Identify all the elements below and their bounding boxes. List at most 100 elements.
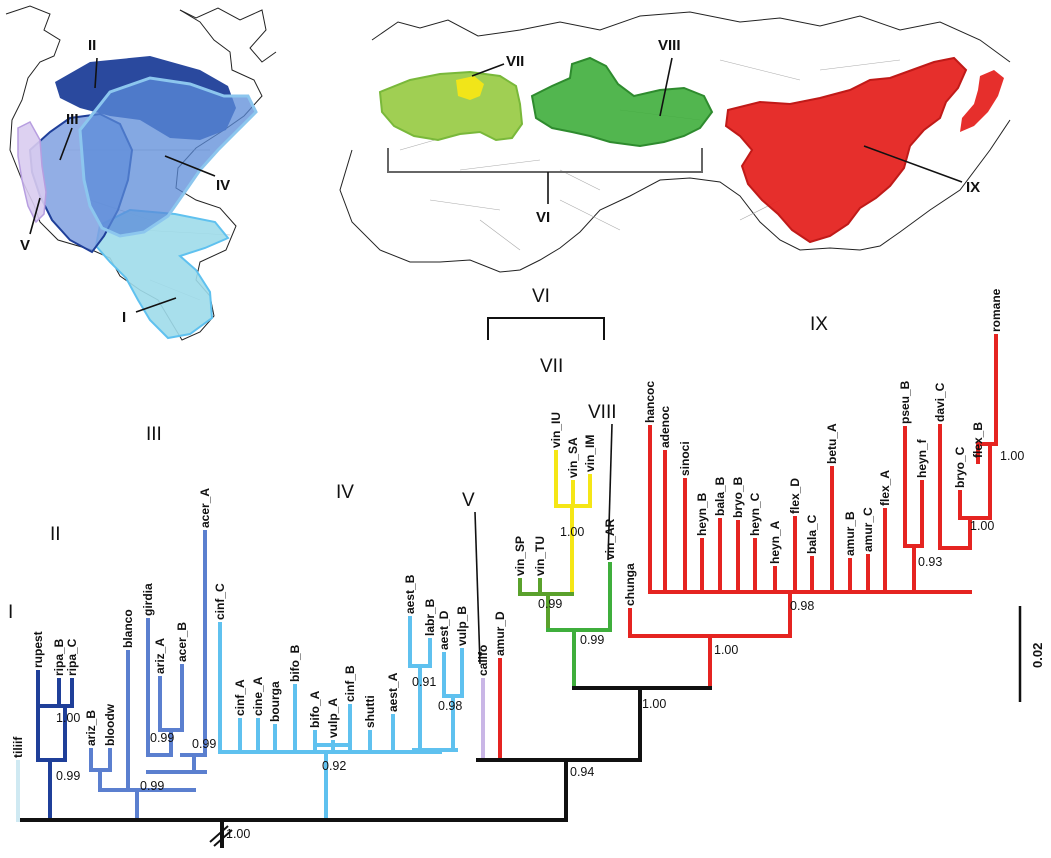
- support-value: 0.99: [192, 737, 216, 751]
- tip-label: amur_C: [861, 507, 875, 552]
- support-value: 1.00: [714, 643, 738, 657]
- tip-label: aest_A: [386, 672, 400, 712]
- map-label-V: V: [20, 237, 30, 254]
- tree-tip-labels: tiliif rupest ripa_B ripa_C ariz_B bloodw blan…: [11, 288, 1003, 758]
- clade-label-VII: VII: [540, 356, 563, 377]
- tip-label: califo: [476, 645, 490, 676]
- support-value: 0.98: [438, 699, 462, 713]
- tip-label: amur_B: [843, 511, 857, 556]
- tip-label: tiliif: [11, 736, 25, 758]
- tip-label: shutti: [363, 695, 377, 728]
- region-I-fill: [94, 208, 230, 340]
- support-value: 0.91: [412, 675, 436, 689]
- tip-label: ariz_B: [84, 710, 98, 746]
- tip-label: girdia: [141, 583, 155, 616]
- map-label-IX: IX: [966, 179, 980, 196]
- map-label-VII: VII: [506, 53, 524, 70]
- clade-label-III: III: [146, 424, 162, 445]
- tip-label: bifo_A: [308, 690, 322, 728]
- tip-label: labr_B: [423, 598, 437, 636]
- tip-label: flex_B: [971, 422, 985, 458]
- clade-label-VI: VI: [532, 286, 550, 307]
- clade-VI-bracket: [487, 317, 605, 340]
- tip-label: romane: [989, 288, 1003, 332]
- support-value: 1.00: [56, 711, 80, 725]
- support-value: 0.99: [150, 731, 174, 745]
- tip-label: flex_D: [788, 478, 802, 514]
- region-VIII-fill: [530, 56, 714, 148]
- tip-label: adenoc: [658, 406, 672, 448]
- support-value: 0.99: [56, 769, 80, 783]
- tip-label: heyn_A: [768, 520, 782, 564]
- tip-label: blanco: [121, 609, 135, 648]
- tip-label: ripa_C: [65, 638, 79, 676]
- support-value: 0.92: [322, 759, 346, 773]
- tip-label: cine_A: [251, 676, 265, 716]
- tip-label: bifo_B: [288, 644, 302, 682]
- tip-label: amur_D: [493, 611, 507, 656]
- region-VI-fill: [378, 70, 524, 142]
- scale-bar-label: 0.02: [1030, 643, 1045, 668]
- clade-label-V: V: [462, 490, 475, 511]
- tip-label: acer_A: [198, 488, 212, 528]
- tip-label: bourga: [268, 681, 282, 722]
- tip-label: cinf_B: [343, 665, 357, 702]
- tip-label: cinf_C: [213, 583, 227, 620]
- map-label-I: I: [122, 309, 126, 326]
- tip-label: chunga: [623, 563, 637, 606]
- region-IX-fill: [724, 56, 968, 244]
- tip-label: vulp_B: [455, 606, 469, 646]
- support-value: 1.00: [642, 697, 666, 711]
- tip-label: bala_B: [713, 476, 727, 516]
- tip-label: vin_SA: [566, 437, 580, 478]
- tree-support-values: 1.000.990.99 0.990.990.920.910.980.940.99…: [56, 449, 1024, 841]
- clade-V-pointer: [474, 511, 481, 665]
- tip-label: pseu_B: [898, 380, 912, 424]
- support-value: 1.00: [1000, 449, 1024, 463]
- tip-label: heyn_f: [915, 438, 929, 478]
- tip-label: flex_A: [878, 470, 892, 506]
- tip-label: cinf_A: [233, 679, 247, 716]
- tip-label: hancoc: [643, 381, 657, 423]
- tip-label: acer_B: [175, 622, 189, 662]
- support-value: 0.99: [140, 779, 164, 793]
- support-value: 0.93: [918, 555, 942, 569]
- map-label-VI: VI: [536, 209, 550, 226]
- tip-label: vin_IM: [583, 435, 597, 472]
- americas-map: II III IV V I: [5, 5, 277, 341]
- support-value: 0.98: [790, 599, 814, 613]
- tip-label: vin_IU: [549, 412, 563, 448]
- support-value: 0.99: [580, 633, 604, 647]
- clade-label-IX: IX: [810, 314, 828, 335]
- tip-label: bala_C: [805, 514, 819, 554]
- clade-label-VIII: VIII: [588, 402, 617, 423]
- eurasia-coastline-south: [339, 119, 1011, 273]
- tip-label: vin_AR: [603, 518, 617, 560]
- tip-label: vulp_A: [326, 698, 340, 738]
- tip-label: sinoci: [678, 441, 692, 476]
- root-break-icon: [209, 825, 233, 847]
- clade-VIII-pointer: [607, 423, 613, 561]
- support-value: 1.00: [970, 519, 994, 533]
- tip-label: bryo_B: [731, 476, 745, 518]
- support-value: 0.99: [538, 597, 562, 611]
- tip-label: ariz_A: [153, 638, 167, 674]
- tip-label: bloodw: [103, 703, 117, 746]
- region-IX-japan-fill: [960, 70, 1004, 132]
- tip-label: bryo_C: [953, 446, 967, 488]
- clade-label-II: II: [50, 524, 61, 545]
- region-VII-fill: [456, 76, 484, 100]
- tip-label: heyn_B: [695, 492, 709, 536]
- tip-label: davi_C: [933, 382, 947, 422]
- map-label-IV: IV: [216, 177, 230, 194]
- support-value: 1.00: [226, 827, 250, 841]
- clade-label-IV: IV: [336, 482, 354, 503]
- tip-label: rupest: [31, 631, 45, 668]
- map-label-VIII: VIII: [658, 37, 681, 54]
- support-value: 1.00: [560, 525, 584, 539]
- eurasia-map: VI VII VIII IX: [339, 11, 1011, 273]
- tree-branches: [16, 334, 998, 848]
- tip-label: vin_SP: [513, 536, 527, 576]
